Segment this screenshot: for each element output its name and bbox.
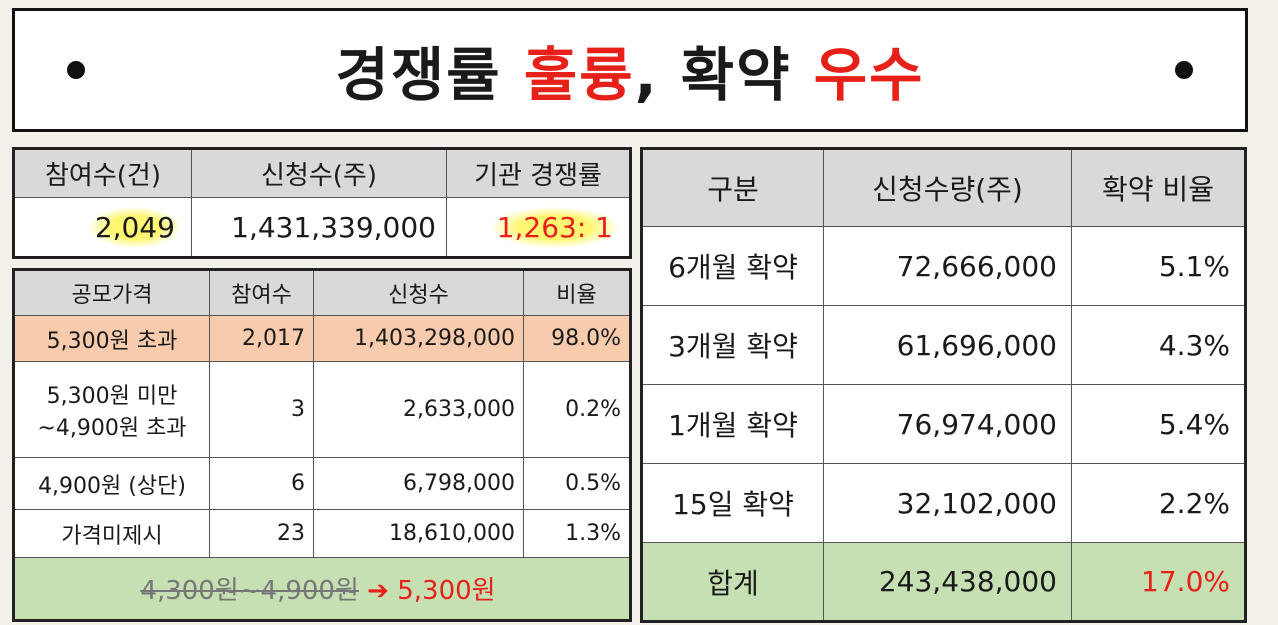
header-competition-rate: 기관 경쟁률	[446, 147, 631, 199]
header-category: 구분	[641, 148, 824, 227]
lockup-ratio: 2.2%	[1071, 463, 1246, 543]
lockup-shares: 72,666,000	[823, 226, 1072, 306]
header-ratio: 비율	[523, 269, 631, 316]
price-band: 5,300원 초과	[13, 315, 210, 362]
lockup-header-row: 구분 신청수량(주) 확약 비율	[641, 148, 1246, 227]
summary-value-row: 2,049 1,431,339,000 1,263: 1	[13, 197, 631, 258]
price-band: 5,300원 미만 ~4,900원 초과	[13, 361, 210, 458]
value-competition-rate: 1,263: 1	[490, 206, 619, 248]
lockup-label: 15일 확약	[641, 463, 824, 543]
price-change-note: 4,300원~4,900원 ➔ 5,300원	[13, 557, 631, 621]
price-band-table: 공모가격 참여수 신청수 비율 5,300원 초과 2,017 1,403,29…	[12, 268, 632, 622]
row-shares: 2,633,000	[313, 361, 524, 458]
arrow-right-icon: ➔	[367, 576, 389, 606]
summary-table: 참여수(건) 신청수(주) 기관 경쟁률 2,049 1,431,339,000…	[12, 147, 632, 259]
row-shares: 18,610,000	[313, 509, 524, 558]
row-count: 3	[209, 361, 314, 458]
old-price-band: 4,300원~4,900원	[140, 576, 359, 606]
title-part-2: 훌륭	[523, 41, 635, 109]
table-row: 1개월 확약 76,974,000 5.4%	[641, 384, 1246, 464]
header-offer-price: 공모가격	[13, 269, 210, 316]
row-ratio: 1.3%	[523, 509, 631, 558]
total-ratio: 17.0%	[1071, 542, 1246, 622]
total-label: 합계	[641, 542, 824, 622]
lockup-label: 6개월 확약	[641, 226, 824, 306]
price-header-row: 공모가격 참여수 신청수 비율	[13, 269, 631, 316]
value-participants: 2,049	[88, 206, 181, 248]
lockup-shares: 32,102,000	[823, 463, 1072, 543]
header-requested-shares: 신청수량(주)	[823, 148, 1072, 227]
row-count: 23	[209, 509, 314, 558]
bullet-dot-left	[67, 61, 85, 79]
lockup-shares: 61,696,000	[823, 305, 1072, 385]
header-applications: 신청수(주)	[191, 147, 447, 199]
title-part-1: 경쟁률	[335, 41, 524, 109]
bullet-dot-right	[1175, 61, 1193, 79]
price-band: 4,900원 (상단)	[13, 457, 210, 510]
row-shares: 6,798,000	[313, 457, 524, 510]
row-ratio: 0.2%	[523, 361, 631, 458]
table-row: 5,300원 초과 2,017 1,403,298,000 98.0%	[13, 315, 631, 362]
lockup-label: 3개월 확약	[641, 305, 824, 385]
value-participants-cell: 2,049	[13, 197, 192, 258]
title-part-4: 우수	[813, 41, 925, 109]
value-competition-rate-cell: 1,263: 1	[446, 197, 631, 258]
lockup-ratio: 5.4%	[1071, 384, 1246, 464]
lockup-shares: 76,974,000	[823, 384, 1072, 464]
header-shares: 신청수	[313, 269, 524, 316]
header-count: 참여수	[209, 269, 314, 316]
lockup-ratio: 5.1%	[1071, 226, 1246, 306]
summary-header-row: 참여수(건) 신청수(주) 기관 경쟁률	[13, 147, 631, 199]
table-row: 가격미제시 23 18,610,000 1.3%	[13, 509, 631, 558]
lockup-ratio: 4.3%	[1071, 305, 1246, 385]
value-applications: 1,431,339,000	[191, 197, 447, 258]
title-part-3: , 확약	[634, 41, 814, 109]
title-banner: 경쟁률 훌륭, 확약 우수	[12, 8, 1248, 132]
table-row: 6개월 확약 72,666,000 5.1%	[641, 226, 1246, 306]
price-band: 가격미제시	[13, 509, 210, 558]
row-count: 6	[209, 457, 314, 510]
row-shares: 1,403,298,000	[313, 315, 524, 362]
price-footer-row: 4,300원~4,900원 ➔ 5,300원	[13, 557, 631, 621]
table-row: 3개월 확약 61,696,000 4.3%	[641, 305, 1246, 385]
lockup-total-row: 합계 243,438,000 17.0%	[641, 542, 1246, 622]
row-ratio: 98.0%	[523, 315, 631, 362]
header-lockup-ratio: 확약 비율	[1071, 148, 1246, 227]
price-band-line-1: 5,300원 미만	[46, 383, 178, 409]
table-row: 5,300원 미만 ~4,900원 초과 3 2,633,000 0.2%	[13, 361, 631, 458]
price-band-line-2: ~4,900원 초과	[37, 415, 187, 441]
page-title: 경쟁률 훌륭, 확약 우수	[336, 28, 925, 112]
table-row: 4,900원 (상단) 6 6,798,000 0.5%	[13, 457, 631, 510]
total-shares: 243,438,000	[823, 542, 1072, 622]
header-participants: 참여수(건)	[13, 147, 192, 199]
lockup-label: 1개월 확약	[641, 384, 824, 464]
row-ratio: 0.5%	[523, 457, 631, 510]
final-offer-price: 5,300원	[397, 576, 496, 606]
lockup-table: 구분 신청수량(주) 확약 비율 6개월 확약 72,666,000 5.1% …	[640, 147, 1247, 623]
row-count: 2,017	[209, 315, 314, 362]
table-row: 15일 확약 32,102,000 2.2%	[641, 463, 1246, 543]
